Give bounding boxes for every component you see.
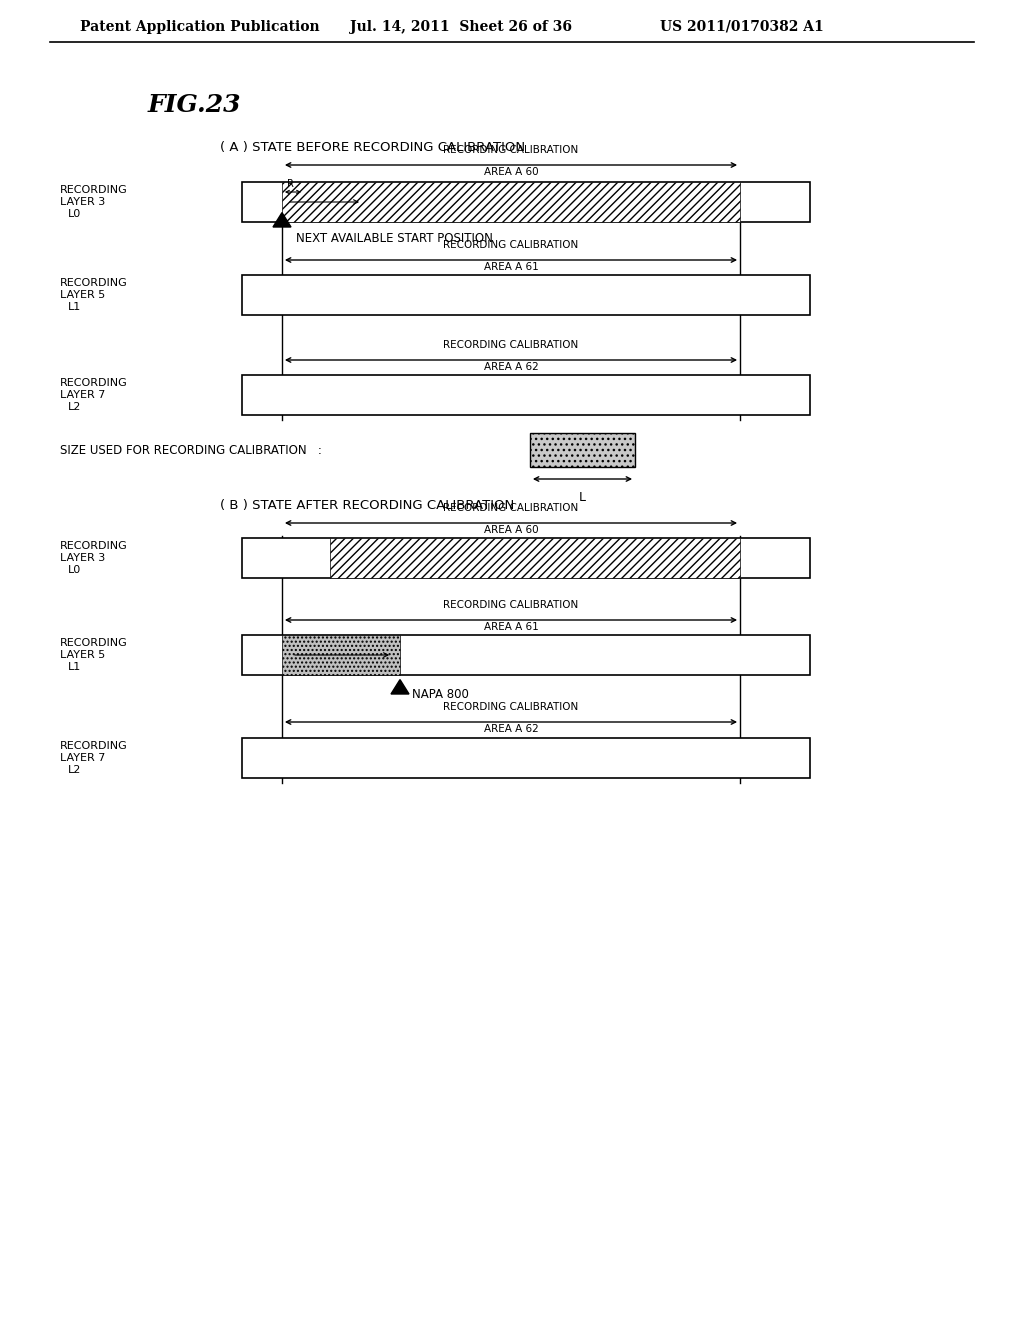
Text: RECORDING: RECORDING xyxy=(60,378,128,388)
Text: RECORDING: RECORDING xyxy=(60,741,128,751)
Bar xyxy=(242,539,810,578)
Text: RECORDING CALIBRATION: RECORDING CALIBRATION xyxy=(443,702,579,711)
Text: L1: L1 xyxy=(68,663,81,672)
Text: AREA A 61: AREA A 61 xyxy=(483,622,539,632)
Bar xyxy=(330,539,740,578)
Text: NEXT AVAILABLE START POSITION: NEXT AVAILABLE START POSITION xyxy=(296,231,493,244)
Text: LAYER 3: LAYER 3 xyxy=(60,553,105,564)
Text: LAYER 7: LAYER 7 xyxy=(60,752,105,763)
Text: US 2011/0170382 A1: US 2011/0170382 A1 xyxy=(660,20,823,34)
Text: LAYER 5: LAYER 5 xyxy=(60,290,105,300)
Text: SIZE USED FOR RECORDING CALIBRATION   :: SIZE USED FOR RECORDING CALIBRATION : xyxy=(60,444,322,457)
Text: RECORDING CALIBRATION: RECORDING CALIBRATION xyxy=(443,145,579,154)
Text: LAYER 3: LAYER 3 xyxy=(60,197,105,207)
Text: L0: L0 xyxy=(68,565,81,576)
Text: L1: L1 xyxy=(68,302,81,312)
Text: NAPA 800: NAPA 800 xyxy=(412,689,469,701)
Bar xyxy=(282,635,400,675)
Text: AREA A 60: AREA A 60 xyxy=(483,168,539,177)
Text: RECORDING: RECORDING xyxy=(60,541,128,550)
Text: RECORDING CALIBRATION: RECORDING CALIBRATION xyxy=(443,601,579,610)
Text: LAYER 7: LAYER 7 xyxy=(60,389,105,400)
Bar xyxy=(242,182,810,222)
Text: RECORDING: RECORDING xyxy=(60,279,128,288)
Text: R: R xyxy=(287,180,294,189)
Text: AREA A 60: AREA A 60 xyxy=(483,525,539,535)
Text: L0: L0 xyxy=(68,209,81,219)
Text: ( A ) STATE BEFORE RECORDING CALIBRATION: ( A ) STATE BEFORE RECORDING CALIBRATION xyxy=(220,141,525,154)
Text: L2: L2 xyxy=(68,766,81,775)
Polygon shape xyxy=(273,213,291,227)
Text: Jul. 14, 2011  Sheet 26 of 36: Jul. 14, 2011 Sheet 26 of 36 xyxy=(350,20,572,34)
Text: RECORDING CALIBRATION: RECORDING CALIBRATION xyxy=(443,341,579,350)
Text: AREA A 62: AREA A 62 xyxy=(483,723,539,734)
Text: RECORDING: RECORDING xyxy=(60,638,128,648)
Bar xyxy=(242,635,810,675)
Bar xyxy=(530,433,635,467)
Text: FIG.23: FIG.23 xyxy=(148,92,242,117)
Bar xyxy=(242,375,810,414)
Polygon shape xyxy=(391,680,409,694)
Text: RECORDING: RECORDING xyxy=(60,185,128,195)
Text: L2: L2 xyxy=(68,403,81,412)
Text: RECORDING CALIBRATION: RECORDING CALIBRATION xyxy=(443,503,579,513)
Text: LAYER 5: LAYER 5 xyxy=(60,649,105,660)
Text: Patent Application Publication: Patent Application Publication xyxy=(80,20,319,34)
Text: RECORDING CALIBRATION: RECORDING CALIBRATION xyxy=(443,240,579,249)
Bar xyxy=(242,738,810,777)
Text: L: L xyxy=(579,491,586,504)
Text: AREA A 62: AREA A 62 xyxy=(483,362,539,372)
Bar xyxy=(242,275,810,315)
Text: AREA A 61: AREA A 61 xyxy=(483,261,539,272)
Text: ( B ) STATE AFTER RECORDING CALIBRATION: ( B ) STATE AFTER RECORDING CALIBRATION xyxy=(220,499,514,511)
Bar xyxy=(282,182,740,222)
